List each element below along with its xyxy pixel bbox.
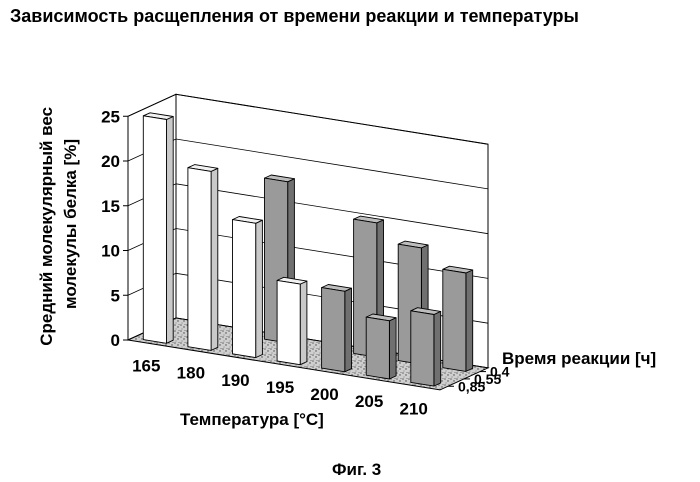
bar-front [443,269,466,371]
bar-side [256,220,263,357]
y-axis-label: Средний молекулярный вес молекулы белка … [37,102,80,346]
x-axis-label: Температура [°C] [180,410,324,429]
bar-front [322,288,345,372]
y-tick-label: 5 [111,286,120,305]
depth-axis-label: Время реакции [ч] [502,349,656,368]
y-tick-label: 0 [111,331,120,350]
figure-caption: Фиг. 3 [332,460,381,479]
bar [322,285,352,372]
y-axis-label-line-1: Средний молекулярный вес [37,107,56,346]
y-axis-label-line-2: молекулы белка [%] [61,139,80,309]
depth-tick-label: 0,85 [458,378,485,394]
bar-front [411,311,434,386]
bar [411,308,441,386]
bar [233,217,263,358]
bar-side [300,281,307,365]
y-tick-label: 15 [101,197,120,216]
bar-side [466,270,473,372]
bar-side [434,311,441,386]
x-tick-label: 200 [310,385,338,404]
x-tick-label: 205 [355,392,383,411]
bar [188,165,218,351]
x-tick-label: 190 [221,371,249,390]
bar-front [277,280,300,364]
y-tick-label: 10 [101,242,120,261]
bar-side [389,318,396,379]
bar [277,277,307,364]
x-tick-label: 195 [266,378,294,397]
bar [366,314,396,379]
bar-front [233,220,256,358]
bar [443,266,473,371]
bar-side [345,288,352,372]
bar-side [211,168,218,350]
bar-front [366,317,389,379]
y-tick-label: 25 [101,107,120,126]
x-tick-label: 165 [132,357,160,376]
bar-side [167,117,174,344]
x-tick-label: 180 [177,364,205,383]
bar-front [143,116,166,343]
bar-front [188,168,211,351]
chart-title: Зависимость расщепления от времени реакц… [10,6,579,26]
x-tick-label: 210 [400,399,428,418]
y-tick-label: 20 [101,152,120,171]
y-tick-labels: 0 5 10 15 20 25 [101,107,120,350]
bar [143,113,173,343]
